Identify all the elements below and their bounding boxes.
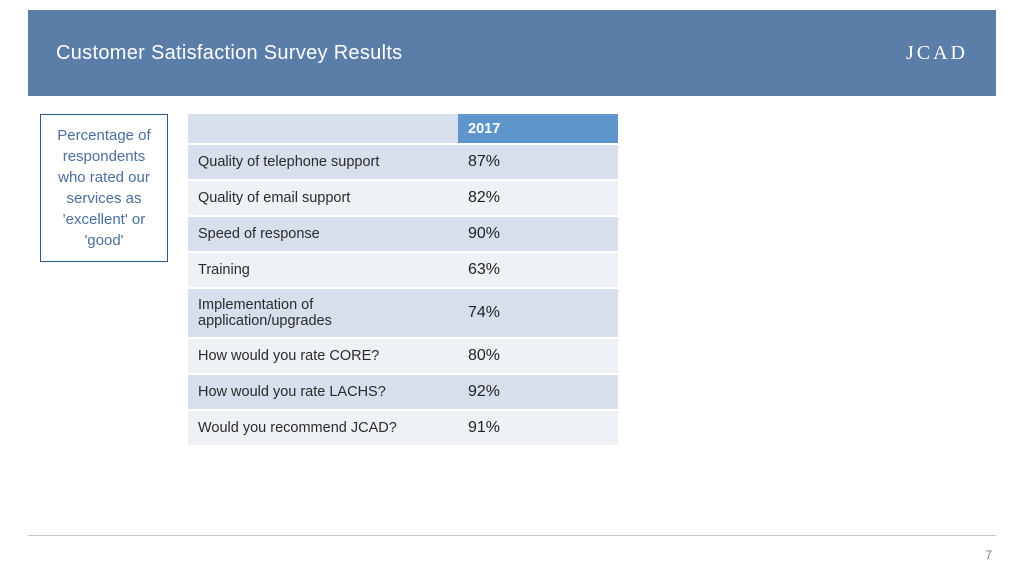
row-label: Would you recommend JCAD? — [188, 410, 458, 446]
row-label: Quality of email support — [188, 180, 458, 216]
row-value: 92% — [458, 374, 618, 410]
callout-text: Percentage of respondents who rated our … — [57, 127, 150, 249]
year-header: 2017 — [458, 114, 618, 144]
results-table: 2017 Quality of telephone support 87% Qu… — [188, 114, 618, 447]
content-area: Percentage of respondents who rated our … — [40, 114, 984, 506]
row-value: 90% — [458, 216, 618, 252]
row-value: 82% — [458, 180, 618, 216]
row-label: Implementation of application/upgrades — [188, 288, 458, 338]
row-value: 63% — [458, 252, 618, 288]
table-header-row: 2017 — [188, 114, 618, 144]
table-row: Quality of email support 82% — [188, 180, 618, 216]
brand-logo: JCAD — [906, 42, 968, 65]
row-value: 91% — [458, 410, 618, 446]
row-label: Training — [188, 252, 458, 288]
row-label: How would you rate CORE? — [188, 338, 458, 374]
row-value: 74% — [458, 288, 618, 338]
table-row: Speed of response 90% — [188, 216, 618, 252]
callout-box: Percentage of respondents who rated our … — [40, 114, 168, 262]
table-row: How would you rate LACHS? 92% — [188, 374, 618, 410]
page-title: Customer Satisfaction Survey Results — [56, 42, 402, 65]
row-value: 87% — [458, 144, 618, 180]
results-table-wrap: 2017 Quality of telephone support 87% Qu… — [188, 114, 618, 447]
row-label: How would you rate LACHS? — [188, 374, 458, 410]
slide: Customer Satisfaction Survey Results JCA… — [0, 0, 1024, 576]
table-row: Would you recommend JCAD? 91% — [188, 410, 618, 446]
row-label: Quality of telephone support — [188, 144, 458, 180]
table-row: How would you rate CORE? 80% — [188, 338, 618, 374]
table-corner-cell — [188, 114, 458, 144]
table-row: Quality of telephone support 87% — [188, 144, 618, 180]
page-number: 7 — [985, 548, 992, 562]
footer-rule — [28, 535, 996, 536]
table-row: Training 63% — [188, 252, 618, 288]
table-row: Implementation of application/upgrades 7… — [188, 288, 618, 338]
row-value: 80% — [458, 338, 618, 374]
row-label: Speed of response — [188, 216, 458, 252]
header-bar: Customer Satisfaction Survey Results JCA… — [28, 10, 996, 96]
